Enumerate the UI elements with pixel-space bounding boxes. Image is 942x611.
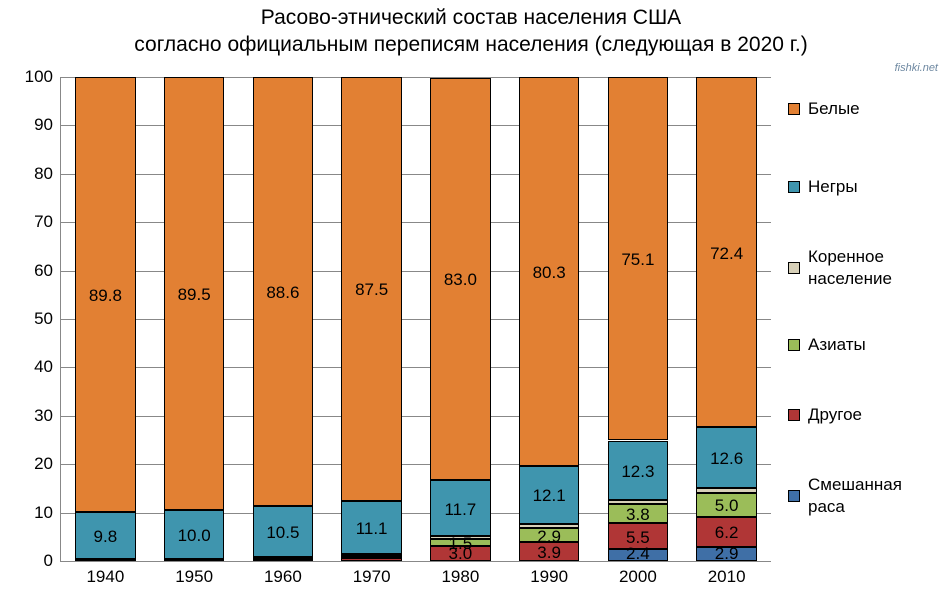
y-tick-label: 100 bbox=[25, 67, 61, 87]
value-label: 12.3 bbox=[608, 462, 668, 482]
legend-item-black: Негры bbox=[788, 176, 858, 198]
bar-1980 bbox=[430, 77, 490, 561]
value-label: 12.6 bbox=[696, 449, 756, 469]
x-tick-label: 1990 bbox=[530, 561, 568, 587]
value-label: 2.9 bbox=[519, 527, 579, 547]
segment-native bbox=[696, 488, 756, 492]
bar-1970 bbox=[341, 77, 401, 561]
value-label: 88.6 bbox=[253, 283, 313, 303]
x-tick-label: 1940 bbox=[86, 561, 124, 587]
legend-item-mixed: Смешанная раса bbox=[788, 474, 902, 518]
y-tick-label: 80 bbox=[34, 164, 61, 184]
value-label: 12.1 bbox=[519, 486, 579, 506]
y-tick-label: 40 bbox=[34, 357, 61, 377]
chart-title: Расово-этнический состав населения СШАсо… bbox=[0, 4, 942, 58]
bar-1950 bbox=[164, 77, 224, 561]
segment-asian bbox=[341, 556, 401, 558]
value-label: 10.5 bbox=[253, 523, 313, 543]
legend-label: Азиаты bbox=[808, 334, 866, 356]
x-tick-label: 2000 bbox=[619, 561, 657, 587]
value-label: 1.5 bbox=[430, 534, 490, 554]
bar-1940 bbox=[75, 77, 135, 561]
y-tick-label: 30 bbox=[34, 406, 61, 426]
value-label: 9.8 bbox=[75, 527, 135, 547]
x-tick-label: 1980 bbox=[441, 561, 479, 587]
value-label: 2.9 bbox=[696, 544, 756, 564]
legend-label: Негры bbox=[808, 176, 858, 198]
y-tick-label: 70 bbox=[34, 212, 61, 232]
legend-item-other: Другое bbox=[788, 404, 862, 426]
value-label: 3.8 bbox=[608, 505, 668, 525]
value-label: 11.7 bbox=[430, 500, 490, 520]
watermark: fishki.net bbox=[895, 62, 938, 74]
y-tick-label: 50 bbox=[34, 309, 61, 329]
legend-item-native: Коренное население bbox=[788, 246, 892, 290]
legend-label: Смешанная раса bbox=[808, 474, 902, 518]
bar-2010 bbox=[696, 77, 756, 561]
legend-swatch bbox=[788, 103, 800, 115]
legend-item-asian: Азиаты bbox=[788, 334, 866, 356]
legend-label: Белые bbox=[808, 98, 860, 120]
value-label: 75.1 bbox=[608, 250, 668, 270]
legend-label: Другое bbox=[808, 404, 862, 426]
legend-swatch bbox=[788, 262, 800, 274]
value-label: 6.2 bbox=[696, 523, 756, 543]
y-tick-label: 60 bbox=[34, 261, 61, 281]
plot-area: 0102030405060708090100194019501960197019… bbox=[60, 77, 771, 562]
legend-swatch bbox=[788, 339, 800, 351]
legend-label: Коренное население bbox=[808, 246, 892, 290]
value-label: 80.3 bbox=[519, 263, 579, 283]
value-label: 87.5 bbox=[341, 280, 401, 300]
bar-1960 bbox=[253, 77, 313, 561]
segment-native bbox=[608, 500, 668, 504]
legend-swatch bbox=[788, 409, 800, 421]
y-tick-label: 90 bbox=[34, 115, 61, 135]
value-label: 72.4 bbox=[696, 244, 756, 264]
x-tick-label: 2010 bbox=[708, 561, 746, 587]
page: { "chart": { "type": "stacked-bar", "tit… bbox=[0, 0, 942, 611]
value-label: 5.0 bbox=[696, 496, 756, 516]
bar-2000 bbox=[608, 77, 668, 561]
legend-swatch bbox=[788, 181, 800, 193]
value-label: 89.5 bbox=[164, 285, 224, 305]
y-tick-label: 20 bbox=[34, 454, 61, 474]
x-tick-label: 1960 bbox=[264, 561, 302, 587]
legend-item-white: Белые bbox=[788, 98, 860, 120]
x-tick-label: 1970 bbox=[353, 561, 391, 587]
value-label: 10.0 bbox=[164, 526, 224, 546]
x-tick-label: 1950 bbox=[175, 561, 213, 587]
value-label: 83.0 bbox=[430, 270, 490, 290]
y-tick-label: 10 bbox=[34, 503, 61, 523]
value-label: 5.5 bbox=[608, 528, 668, 548]
value-label: 11.1 bbox=[341, 519, 401, 539]
y-tick-label: 0 bbox=[44, 551, 61, 571]
chart-title-line: согласно официальным переписям населения… bbox=[0, 31, 942, 58]
value-label: 89.8 bbox=[75, 286, 135, 306]
chart-title-line: Расово-этнический состав населения США bbox=[0, 4, 942, 31]
legend-swatch bbox=[788, 490, 800, 502]
